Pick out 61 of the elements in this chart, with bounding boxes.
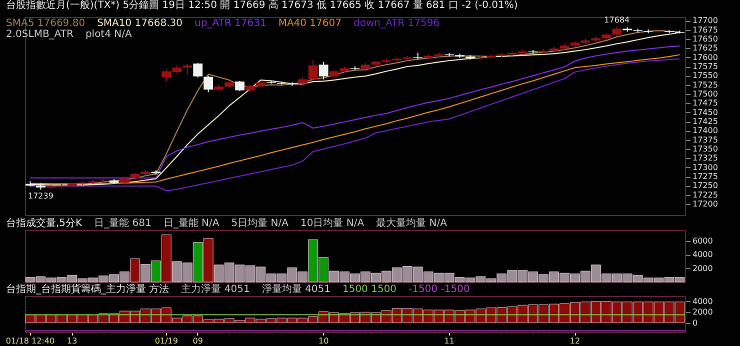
y-tick-label: 17450 bbox=[692, 108, 718, 117]
annotation: plot4 N/A bbox=[85, 29, 132, 40]
annotation: 17239 bbox=[28, 192, 54, 201]
y-tick-label: 6000 bbox=[692, 236, 713, 246]
candlestick bbox=[182, 63, 192, 74]
x-tick-label: 10 bbox=[318, 336, 329, 346]
text: 主力淨量 4051 bbox=[181, 284, 250, 295]
y-tick-label: 17700 bbox=[692, 16, 718, 26]
y-tick-label: 17675 bbox=[692, 25, 718, 34]
y-tick-label: 17200 bbox=[692, 200, 718, 208]
y-tick-label: 17525 bbox=[692, 80, 718, 90]
y-tick-label: 4000 bbox=[692, 296, 713, 306]
x-tick-label: 09 bbox=[192, 336, 203, 346]
y-tick-label: 17425 bbox=[692, 117, 718, 126]
text: 日_量能 681 bbox=[94, 218, 152, 229]
text: SMA10 17668.30 bbox=[97, 18, 183, 29]
x-tick-label: 12 bbox=[570, 336, 580, 346]
chart-title: 台指期_台指期貨籌碼_主力淨量 方法 bbox=[6, 284, 170, 295]
text: up_ATR 17631 bbox=[194, 18, 266, 29]
y-tick-label: 17475 bbox=[692, 98, 718, 108]
x-tick-label: 01/19 bbox=[154, 336, 178, 346]
y-tick-label: 2000 bbox=[692, 308, 713, 317]
y-tick-label: 17275 bbox=[692, 172, 718, 181]
y-tick-label: 17550 bbox=[692, 71, 718, 80]
text: 10日均量 N/A bbox=[300, 218, 364, 229]
y-tick-label: 17500 bbox=[692, 90, 718, 98]
x-tick-label: 01/18 12:40 bbox=[6, 336, 55, 346]
candlestick bbox=[308, 60, 318, 81]
annotation: 17684 bbox=[604, 16, 630, 25]
annotation: 2.0SLMB_ATR bbox=[6, 29, 74, 40]
text: 淨量均量 4051 bbox=[262, 284, 330, 295]
text: 最大量均量 N/A bbox=[376, 218, 447, 229]
candlestick bbox=[204, 75, 214, 93]
y-tick-label: 17575 bbox=[692, 62, 718, 71]
chart-title: 台指成交量,5分K bbox=[6, 218, 82, 229]
y-tick-label: 17600 bbox=[692, 52, 718, 62]
text: 日_量能 N/A bbox=[163, 218, 220, 229]
y-tick-label: 17250 bbox=[692, 181, 718, 190]
y-tick-label: 17375 bbox=[692, 135, 718, 144]
y-tick-label: 4000 bbox=[692, 250, 713, 260]
text: MA40 17607 bbox=[278, 18, 342, 29]
y-tick-label: 17625 bbox=[692, 44, 718, 53]
y-tick-label: 17650 bbox=[692, 34, 718, 44]
y-tick-label: 17400 bbox=[692, 126, 718, 136]
ref-line-label: 1500 1500 bbox=[342, 284, 397, 295]
text: 5日均量 N/A bbox=[231, 218, 288, 229]
x-tick-label: 11 bbox=[444, 336, 454, 346]
ref-line-label: -1500 -1500 bbox=[408, 284, 470, 295]
candlestick bbox=[235, 80, 244, 92]
candlestick bbox=[612, 26, 622, 37]
y-tick-label: 2000 bbox=[692, 264, 713, 273]
y-tick-label: 17225 bbox=[692, 190, 718, 200]
candlestick bbox=[193, 62, 203, 78]
y-tick-label: 17300 bbox=[692, 162, 718, 172]
x-tick-label: 13 bbox=[67, 336, 78, 346]
text: SMA5 17669.80 bbox=[6, 18, 86, 29]
candlestick bbox=[318, 61, 328, 80]
y-tick-label: 0 bbox=[692, 318, 698, 328]
y-tick-label: 17350 bbox=[692, 144, 718, 154]
text: down_ATR 17596 bbox=[354, 18, 440, 29]
y-tick-label: 17325 bbox=[692, 154, 718, 163]
